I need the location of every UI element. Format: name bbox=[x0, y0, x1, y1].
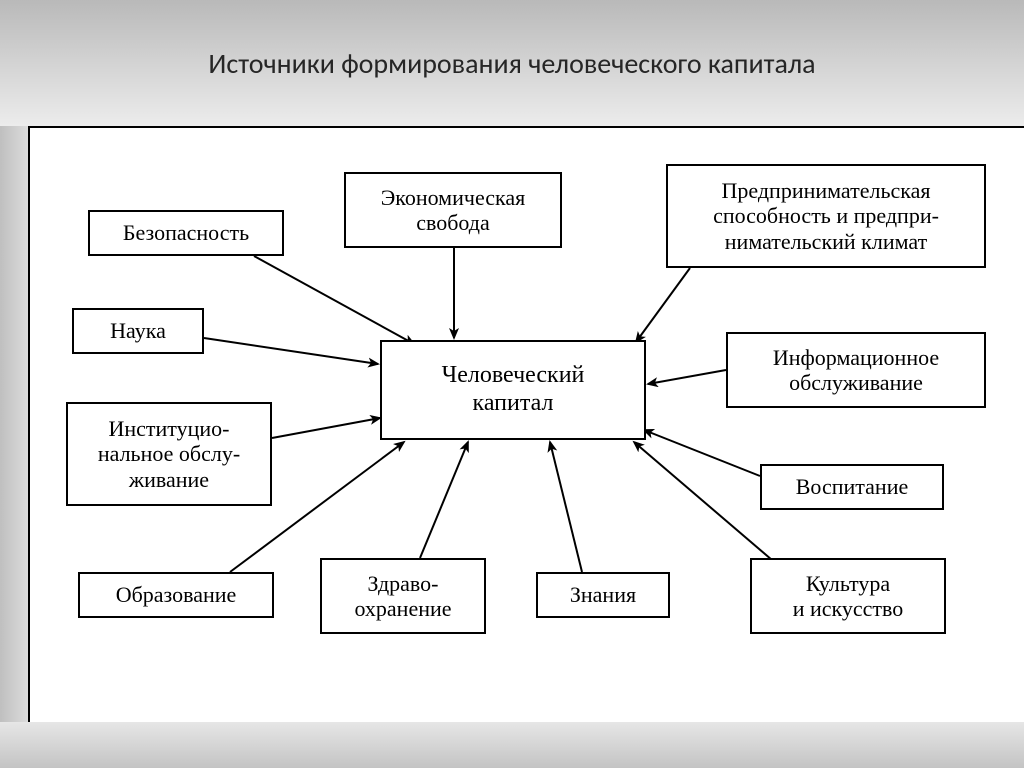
node-health: Здраво- охранение bbox=[320, 558, 486, 634]
edge-inst bbox=[272, 418, 380, 438]
node-label: Здраво- охранение bbox=[354, 571, 451, 622]
left-gradient-strip bbox=[0, 126, 28, 768]
node-label: Информационное обслуживание bbox=[773, 345, 939, 396]
node-label: Знания bbox=[570, 582, 636, 607]
node-label: Предпринимательская способность и предпр… bbox=[713, 178, 939, 254]
node-label: Человеческий капитал bbox=[442, 362, 585, 417]
edge-upbringing bbox=[644, 430, 760, 476]
edge-health bbox=[420, 442, 468, 558]
node-label: Воспитание bbox=[796, 474, 909, 499]
node-econ-freedom: Экономическая свобода bbox=[344, 172, 562, 248]
slide: Источники формирования человеческого кап… bbox=[0, 0, 1024, 768]
edge-safety bbox=[254, 256, 414, 344]
edge-culture bbox=[634, 442, 772, 560]
node-label: Институцио- нальное обслу- живание bbox=[98, 416, 240, 492]
node-center: Человеческий капитал bbox=[380, 340, 646, 440]
slide-title: Источники формирования человеческого кап… bbox=[208, 46, 815, 81]
title-band: Источники формирования человеческого кап… bbox=[0, 0, 1024, 126]
node-safety: Безопасность bbox=[88, 210, 284, 256]
edge-info bbox=[648, 370, 726, 384]
node-entrep: Предпринимательская способность и предпр… bbox=[666, 164, 986, 268]
bottom-gradient-strip bbox=[0, 722, 1024, 768]
node-label: Культура и искусство bbox=[793, 571, 904, 622]
node-label: Образование bbox=[116, 582, 237, 607]
node-label: Экономическая свобода bbox=[381, 185, 526, 236]
edge-knowledge bbox=[550, 442, 582, 572]
node-inst: Институцио- нальное обслу- живание bbox=[66, 402, 272, 506]
node-label: Безопасность bbox=[123, 220, 249, 245]
node-education: Образование bbox=[78, 572, 274, 618]
edge-entrep bbox=[636, 268, 690, 342]
node-info: Информационное обслуживание bbox=[726, 332, 986, 408]
diagram-canvas: Человеческий капитал Безопасность Экономич… bbox=[28, 126, 1024, 724]
node-upbringing: Воспитание bbox=[760, 464, 944, 510]
node-culture: Культура и искусство bbox=[750, 558, 946, 634]
node-label: Наука bbox=[110, 318, 166, 343]
node-science: Наука bbox=[72, 308, 204, 354]
edge-science bbox=[204, 338, 378, 364]
node-knowledge: Знания bbox=[536, 572, 670, 618]
